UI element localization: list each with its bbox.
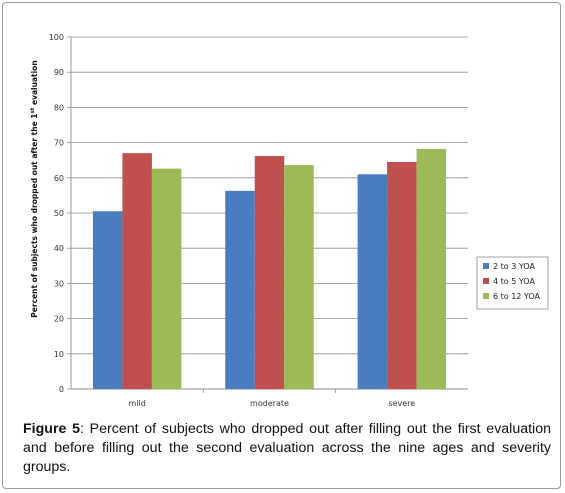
y-axis-label-superscript: st [30,107,36,113]
legend-swatch [483,293,489,299]
y-tick-label: 90 [54,68,64,77]
figure-caption: Figure 5: Percent of subjects who droppe… [23,420,551,477]
x-category-label: moderate [250,399,289,408]
caption-label: Figure 5 [23,421,80,437]
y-tick-label: 70 [54,139,64,148]
tick-labels: 0 10 20 30 40 50 60 70 80 90 100 mild moderate severe [49,33,416,408]
legend-entry: 2 to 3 YOA [493,262,535,271]
legend-entry: 4 to 5 YOA [493,277,535,286]
y-axis-label-part-1: Percent of subjects who dropped out afte… [30,113,39,317]
bar-mild-1 [122,153,152,389]
caption-text: : Percent of subjects who dropped out af… [23,421,551,475]
y-tick-label: 60 [54,174,64,183]
y-axis-label-part-2: evaluation [30,60,39,107]
bar-severe-0 [357,174,388,389]
y-tick-label: 30 [54,279,64,288]
y-tick-label: 100 [49,33,64,42]
legend-swatch [483,263,489,269]
y-tick-label: 80 [54,103,64,112]
y-tick-label: 50 [54,209,64,218]
y-tick-label: 0 [59,385,64,394]
legend: 2 to 3 YOA 4 to 5 YOA 6 to 12 YOA [476,256,549,310]
bar-moderate-1 [254,155,285,389]
bar-moderate-0 [225,190,255,389]
bar-mild-0 [92,211,123,389]
bar-chart: 0 10 20 30 40 50 60 70 80 90 100 mild moderate severe… [30,33,549,408]
bar-moderate-2 [284,165,314,389]
bar-severe-1 [387,161,417,389]
bar-severe-2 [416,148,447,389]
bars [92,148,447,389]
x-category-label: severe [388,399,415,408]
y-tick-label: 20 [54,315,64,324]
y-axis-label: Percent of subjects who dropped out afte… [30,60,39,317]
y-tick-label: 40 [54,244,64,253]
y-tick-label: 10 [54,350,64,359]
figure-frame: 0 10 20 30 40 50 60 70 80 90 100 mild moderate severe… [2,2,561,489]
legend-swatch [483,278,489,284]
x-category-label: mild [129,399,146,408]
legend-entry: 6 to 12 YOA [493,292,541,301]
bar-mild-2 [151,168,182,389]
